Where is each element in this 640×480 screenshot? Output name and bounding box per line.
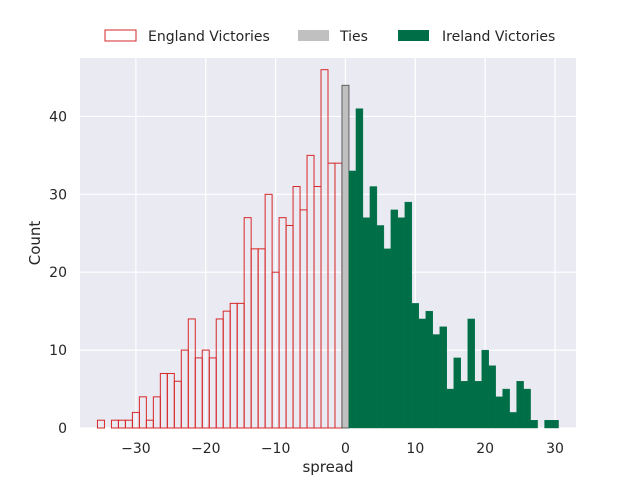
legend: England Victories Ties Ireland Victories xyxy=(104,29,555,45)
x-tick-label: 0 xyxy=(341,441,350,457)
ireland-victories-bar xyxy=(453,357,461,429)
x-tick-labels: −30 −20 −10 0 10 20 30 xyxy=(121,441,564,457)
x-tick-label: −30 xyxy=(121,441,151,457)
y-tick-labels: 0 10 20 30 40 xyxy=(49,109,67,437)
legend-label-ties: Ties xyxy=(339,29,368,45)
ireland-victories-bar xyxy=(432,334,440,429)
x-axis-label: spread xyxy=(302,458,353,476)
ireland-victories-bar xyxy=(355,108,364,429)
ireland-victories-bar xyxy=(509,412,517,429)
ireland-victories-bar xyxy=(397,217,406,429)
ties-bar xyxy=(341,84,350,429)
england-victories-bar xyxy=(138,396,147,429)
y-tick-label: 40 xyxy=(49,109,67,125)
ireland-victories-bar xyxy=(481,349,489,429)
x-tick-label: −20 xyxy=(191,441,221,457)
ireland-victories-bar xyxy=(404,201,413,429)
ireland-victories-bar xyxy=(460,381,468,429)
ireland-victories-bar xyxy=(467,318,475,429)
ireland-victories-bar xyxy=(383,248,392,429)
ireland-victories-bar xyxy=(362,217,371,429)
ireland-victories-bar xyxy=(488,365,496,429)
ireland-victories-bar xyxy=(418,318,427,429)
ireland-victories-bar xyxy=(348,170,357,429)
ireland-victories-bar xyxy=(530,420,538,429)
legend-label-england-victories: England Victories xyxy=(148,29,270,45)
ireland-victories-bar xyxy=(439,326,447,429)
y-tick-label: 30 xyxy=(49,187,67,203)
ireland-victories-bar xyxy=(544,420,552,429)
ireland-victories-bar xyxy=(369,186,378,429)
ireland-victories-bar xyxy=(523,388,531,429)
y-tick-label: 10 xyxy=(49,343,67,359)
legend-swatch-ireland-victories xyxy=(398,30,429,41)
england-victories-bar xyxy=(96,419,105,429)
ireland-victories-bar xyxy=(411,303,420,429)
x-tick-label: 10 xyxy=(406,441,424,457)
ireland-victories-bar xyxy=(425,310,433,429)
y-tick-label: 20 xyxy=(49,265,67,281)
ireland-victories-bar xyxy=(516,381,524,429)
x-tick-label: 30 xyxy=(546,441,564,457)
legend-swatch-england-victories xyxy=(104,29,137,42)
ireland-victories-bar xyxy=(446,388,454,429)
ireland-victories-bar xyxy=(502,388,510,429)
ireland-victories-bar xyxy=(390,209,399,429)
bars xyxy=(96,69,559,429)
ireland-victories-bar xyxy=(551,420,559,429)
ireland-victories-bar xyxy=(376,225,385,429)
ireland-victories-bar xyxy=(495,396,503,429)
ireland-victories-bar xyxy=(474,381,482,429)
x-tick-label: 20 xyxy=(476,441,494,457)
x-tick-label: −10 xyxy=(261,441,291,457)
y-axis-label: Count xyxy=(26,221,44,266)
legend-label-ireland-victories: Ireland Victories xyxy=(442,29,555,45)
legend-swatch-ties xyxy=(298,30,329,41)
y-tick-label: 0 xyxy=(58,421,67,437)
